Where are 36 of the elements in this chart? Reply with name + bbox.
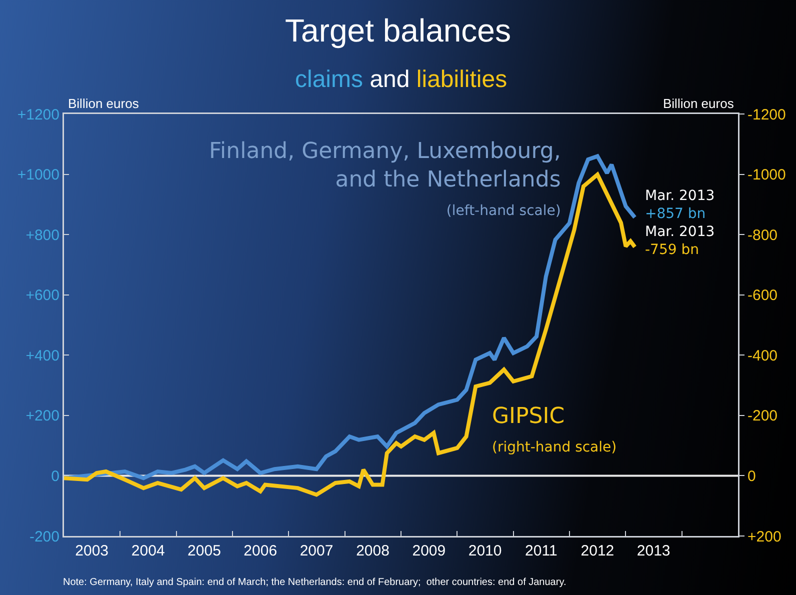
series-label: GIPSIC (right-hand scale)	[492, 404, 617, 456]
y-tick-label: +800	[26, 226, 60, 244]
x-tick-label: 2003	[75, 542, 109, 560]
chart-subtitle: claims and liabilities	[295, 66, 508, 93]
y2-axis-title: Billion euros	[663, 96, 734, 111]
y2-tick-label: -1200	[748, 106, 786, 124]
y-tick-label: +1000	[17, 166, 60, 184]
y-tick-label: +600	[26, 287, 60, 304]
x-tick-label: 2013	[636, 542, 670, 560]
y-tick-label: +200	[26, 408, 60, 425]
chart-title: Target balances	[285, 12, 511, 48]
x-tick-label: 2011	[525, 542, 558, 560]
x-tick-label: 2008	[356, 542, 390, 560]
annotation: Mar. 2013 -759 bn	[645, 224, 715, 258]
y-tick-label: -200	[29, 528, 60, 546]
y-tick-label: +1200	[17, 106, 60, 124]
x-tick-label: 2007	[300, 542, 334, 560]
x-tick-label: 2009	[412, 542, 446, 560]
y-tick-label: +400	[26, 347, 60, 364]
y2-tick-label: -200	[748, 408, 778, 425]
text: Note: Germany, Italy and Spain: end of March; the Netherlands: end of February; other countries: end of January.	[63, 577, 566, 588]
y2-tick-label: -600	[748, 287, 778, 304]
x-tick-label: 2005	[188, 542, 221, 560]
y-axis-title: Billion euros	[68, 96, 140, 111]
x-tick-label: 2010	[468, 542, 502, 560]
annotation: Mar. 2013 +857 bn	[645, 188, 715, 222]
y2-tick-label: -400	[748, 347, 778, 364]
x-tick-label: 2006	[244, 542, 278, 560]
series-label: Finland, Germany, Luxembourg, and the Netherlands (left-hand scale)	[209, 139, 561, 220]
y2-tick-label: -1000	[748, 166, 786, 184]
y-tick-label: 0	[51, 468, 60, 485]
x-tick-label: 2012	[580, 542, 614, 560]
x-tick-label: 2004	[131, 542, 165, 560]
y2-tick-label: -800	[748, 226, 778, 244]
y2-tick-label: 0	[748, 468, 756, 485]
y2-tick-label: +200	[748, 528, 782, 546]
